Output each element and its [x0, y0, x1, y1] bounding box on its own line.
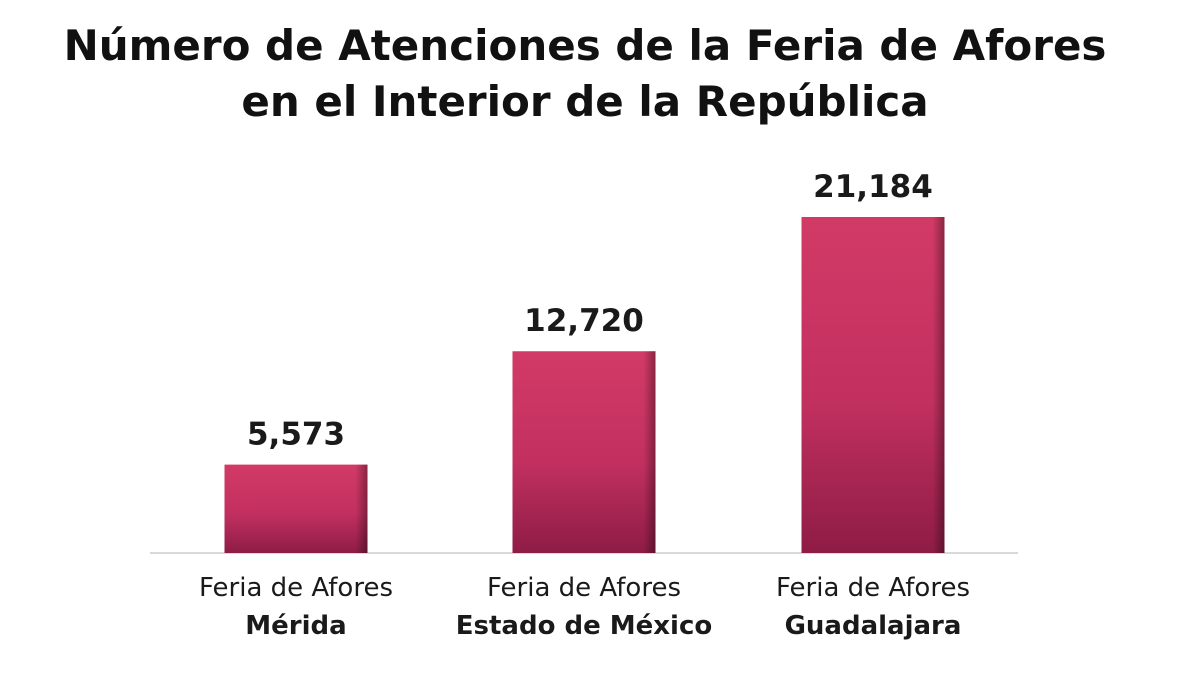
category-label-line2-1: Estado de México [456, 611, 713, 641]
chart-title-line-1: Número de Atenciones de la Feria de Afor… [63, 21, 1107, 70]
category-label-line1-2: Feria de Afores [776, 573, 970, 603]
bar-0 [224, 464, 368, 553]
value-label-1: 12,720 [524, 303, 644, 339]
value-label-0: 5,573 [247, 417, 345, 453]
labels-group: 5,573 Feria de Afores Mérida 12,720 Feria de… [199, 169, 970, 641]
bar-shade-0 [355, 464, 368, 553]
category-label-line2-0: Mérida [245, 611, 346, 641]
chart-title: Número de Atenciones de la Feria de Afor… [0, 18, 1170, 130]
chart-title-line-2: en el Interior de la República [241, 77, 929, 126]
bars-group [224, 217, 945, 553]
category-label-line1-0: Feria de Afores [199, 573, 393, 603]
bar-1 [512, 351, 656, 553]
value-label-2: 21,184 [813, 169, 933, 205]
category-label-line2-2: Guadalajara [785, 611, 962, 641]
category-label-line1-1: Feria de Afores [487, 573, 681, 603]
bar-shade-2 [932, 217, 945, 553]
bar-2 [801, 217, 945, 553]
bar-shade-1 [643, 351, 656, 553]
